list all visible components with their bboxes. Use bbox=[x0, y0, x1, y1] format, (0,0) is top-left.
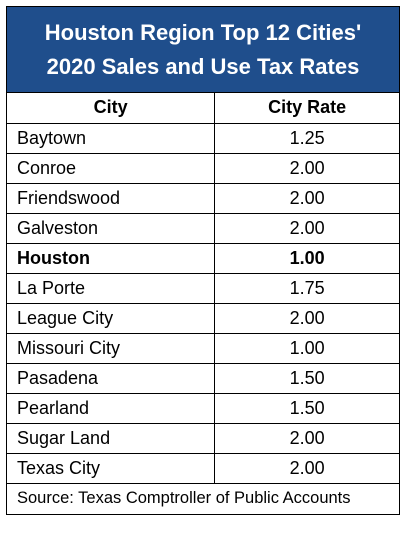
table-row: Sugar Land 2.00 bbox=[7, 422, 399, 454]
tax-rate-table: City City Rate Baytown 1.25 Conroe 2.00 Frie… bbox=[7, 93, 399, 514]
table-row: La Porte 1.75 bbox=[7, 272, 399, 304]
city-rate-cell: 1.50 bbox=[214, 362, 399, 394]
table-row: Friendswood 2.00 bbox=[7, 182, 399, 214]
city-name-cell: Galveston bbox=[7, 212, 216, 244]
table-row: Galveston 2.00 bbox=[7, 212, 399, 244]
city-rate-cell: 2.00 bbox=[214, 152, 399, 184]
tax-rate-table-card: Houston Region Top 12 Cities' 2020 Sales… bbox=[6, 6, 400, 515]
source-note: Source: Texas Comptroller of Public Acco… bbox=[7, 482, 399, 514]
title-line-2: 2020 Sales and Use Tax Rates bbox=[46, 54, 360, 79]
city-name-cell: Pearland bbox=[7, 392, 216, 424]
city-rate-cell: 1.25 bbox=[214, 122, 399, 154]
table-row: Conroe 2.00 bbox=[7, 152, 399, 184]
city-name-cell: Missouri City bbox=[7, 332, 216, 364]
city-rate-cell: 2.00 bbox=[214, 182, 399, 214]
city-rate-cell: 2.00 bbox=[214, 212, 399, 244]
column-header-city: City bbox=[7, 93, 216, 124]
table-row: Texas City 2.00 bbox=[7, 452, 399, 484]
header-row: City City Rate bbox=[7, 93, 399, 124]
source-row: Source: Texas Comptroller of Public Acco… bbox=[7, 482, 399, 514]
city-name-cell: La Porte bbox=[7, 272, 216, 304]
table-title: Houston Region Top 12 Cities' 2020 Sales… bbox=[7, 7, 399, 93]
table-row: League City 2.00 bbox=[7, 302, 399, 334]
city-rate-cell: 2.00 bbox=[214, 302, 399, 334]
city-name-cell: Conroe bbox=[7, 152, 216, 184]
table-row: Baytown 1.25 bbox=[7, 122, 399, 154]
table-row: Pearland 1.50 bbox=[7, 392, 399, 424]
table-row: Missouri City 1.00 bbox=[7, 332, 399, 364]
city-rate-cell: 2.00 bbox=[214, 422, 399, 454]
city-name-cell: Houston bbox=[7, 242, 216, 274]
table-row: Houston 1.00 bbox=[7, 242, 399, 274]
city-rate-cell: 2.00 bbox=[214, 452, 399, 484]
city-name-cell: Sugar Land bbox=[7, 422, 216, 454]
city-rate-cell: 1.00 bbox=[214, 332, 399, 364]
city-name-cell: Baytown bbox=[7, 122, 216, 154]
column-header-rate: City Rate bbox=[214, 93, 399, 124]
city-name-cell: Friendswood bbox=[7, 182, 216, 214]
city-rate-cell: 1.00 bbox=[214, 242, 399, 274]
table-row: Pasadena 1.50 bbox=[7, 362, 399, 394]
title-line-1: Houston Region Top 12 Cities' bbox=[44, 20, 362, 45]
city-name-cell: Pasadena bbox=[7, 362, 216, 394]
city-name-cell: League City bbox=[7, 302, 216, 334]
city-rate-cell: 1.75 bbox=[214, 272, 399, 304]
city-rate-cell: 1.50 bbox=[214, 392, 399, 424]
city-name-cell: Texas City bbox=[7, 452, 216, 484]
